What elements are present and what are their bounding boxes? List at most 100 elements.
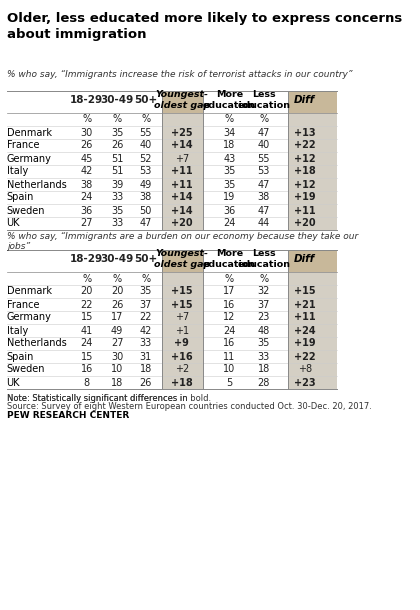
Text: France: France xyxy=(7,140,39,151)
Text: 31: 31 xyxy=(140,351,152,362)
Text: %: % xyxy=(113,115,122,124)
Text: +11: +11 xyxy=(171,179,193,190)
Text: 26: 26 xyxy=(139,378,152,387)
Bar xyxy=(289,250,338,389)
Text: 17: 17 xyxy=(111,312,123,323)
Text: +15: +15 xyxy=(171,287,193,296)
Text: Sweden: Sweden xyxy=(7,206,45,215)
Text: +12: +12 xyxy=(294,154,315,163)
Text: 55: 55 xyxy=(139,127,152,137)
Text: +16: +16 xyxy=(171,351,193,362)
Text: 55: 55 xyxy=(257,154,270,163)
Text: %: % xyxy=(225,115,234,124)
Text: +25: +25 xyxy=(171,127,193,137)
Text: %: % xyxy=(225,273,234,284)
Text: 18: 18 xyxy=(223,140,236,151)
Text: 24: 24 xyxy=(223,218,236,229)
Text: 33: 33 xyxy=(140,339,152,348)
Text: 53: 53 xyxy=(139,167,152,176)
Text: +11: +11 xyxy=(171,167,193,176)
Text: +1: +1 xyxy=(175,326,189,336)
Text: +22: +22 xyxy=(294,140,315,151)
Text: %: % xyxy=(113,273,122,284)
Text: 24: 24 xyxy=(223,326,236,336)
Text: 16: 16 xyxy=(223,300,236,309)
Text: % who say, “Immigrants are a burden on our economy because they take our
jobs”: % who say, “Immigrants are a burden on o… xyxy=(7,232,358,251)
Text: 47: 47 xyxy=(257,179,270,190)
Text: 24: 24 xyxy=(81,193,93,203)
Text: 39: 39 xyxy=(111,179,123,190)
Text: 35: 35 xyxy=(111,127,123,137)
Text: %: % xyxy=(82,273,92,284)
Text: 49: 49 xyxy=(140,179,152,190)
Text: 41: 41 xyxy=(81,326,93,336)
Text: 19: 19 xyxy=(223,193,236,203)
Text: +13: +13 xyxy=(294,127,315,137)
Text: 35: 35 xyxy=(111,206,123,215)
Text: 18-29: 18-29 xyxy=(70,95,103,105)
Text: 35: 35 xyxy=(139,287,152,296)
Text: 18: 18 xyxy=(257,365,270,375)
Text: 51: 51 xyxy=(111,167,123,176)
Text: 47: 47 xyxy=(139,218,152,229)
Text: 22: 22 xyxy=(139,312,152,323)
Text: %: % xyxy=(141,273,150,284)
Text: 20: 20 xyxy=(111,287,123,296)
Text: 26: 26 xyxy=(81,140,93,151)
Text: 50+: 50+ xyxy=(134,254,158,264)
Text: 16: 16 xyxy=(81,365,93,375)
Text: 47: 47 xyxy=(257,127,270,137)
Text: 24: 24 xyxy=(81,339,93,348)
Bar xyxy=(162,91,203,230)
Text: 32: 32 xyxy=(257,287,270,296)
Text: 38: 38 xyxy=(81,179,93,190)
Text: 49: 49 xyxy=(111,326,123,336)
Text: 50+: 50+ xyxy=(134,95,158,105)
Text: +21: +21 xyxy=(294,300,315,309)
Text: 27: 27 xyxy=(81,218,93,229)
Text: Italy: Italy xyxy=(7,326,28,336)
Text: Italy: Italy xyxy=(7,167,28,176)
Text: 10: 10 xyxy=(223,365,236,375)
Text: Older, less educated more likely to express concerns
about immigration: Older, less educated more likely to expr… xyxy=(7,12,402,41)
Text: Spain: Spain xyxy=(7,193,34,203)
Text: Netherlands: Netherlands xyxy=(7,339,66,348)
Text: +18: +18 xyxy=(171,378,193,387)
Text: +15: +15 xyxy=(171,300,193,309)
Text: +20: +20 xyxy=(171,218,193,229)
Text: +14: +14 xyxy=(171,193,193,203)
Text: PEW RESEARCH CENTER: PEW RESEARCH CENTER xyxy=(7,411,129,420)
Bar xyxy=(162,250,203,389)
Text: 22: 22 xyxy=(81,300,93,309)
Text: 43: 43 xyxy=(223,154,236,163)
Text: 52: 52 xyxy=(139,154,152,163)
Text: Source: Survey of eight Western European countries conducted Oct. 30-Dec. 20, 20: Source: Survey of eight Western European… xyxy=(7,402,371,411)
Text: 20: 20 xyxy=(81,287,93,296)
Text: 47: 47 xyxy=(257,206,270,215)
Text: Note: Statistically significant differences in: Note: Statistically significant differen… xyxy=(7,394,190,403)
Text: 27: 27 xyxy=(111,339,123,348)
Text: 40: 40 xyxy=(140,140,152,151)
Text: 15: 15 xyxy=(81,351,93,362)
Text: 18: 18 xyxy=(111,378,123,387)
Text: 38: 38 xyxy=(257,193,270,203)
Text: %: % xyxy=(259,115,268,124)
Text: 18-29: 18-29 xyxy=(70,254,103,264)
Text: +14: +14 xyxy=(171,140,193,151)
Text: Youngest-
oldest gap: Youngest- oldest gap xyxy=(154,249,210,268)
Text: 33: 33 xyxy=(111,193,123,203)
Text: UK: UK xyxy=(7,218,20,229)
Text: 53: 53 xyxy=(257,167,270,176)
Text: Germany: Germany xyxy=(7,154,51,163)
Text: +20: +20 xyxy=(294,218,315,229)
Text: 42: 42 xyxy=(81,167,93,176)
Text: +14: +14 xyxy=(171,206,193,215)
Text: +7: +7 xyxy=(175,154,189,163)
Text: +8: +8 xyxy=(298,365,312,375)
Bar xyxy=(289,91,338,230)
Text: 26: 26 xyxy=(111,300,123,309)
Text: 30-49: 30-49 xyxy=(100,254,134,264)
Text: Diff: Diff xyxy=(294,254,315,264)
Text: 23: 23 xyxy=(257,312,270,323)
Text: 42: 42 xyxy=(139,326,152,336)
